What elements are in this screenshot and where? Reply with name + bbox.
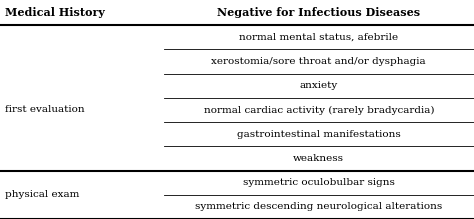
Text: Negative for Infectious Diseases: Negative for Infectious Diseases (217, 7, 420, 18)
Text: symmetric descending neurological alterations: symmetric descending neurological altera… (195, 202, 442, 211)
Text: weakness: weakness (293, 154, 344, 163)
Text: gastrointestinal manifestations: gastrointestinal manifestations (237, 130, 401, 139)
Text: Medical History: Medical History (5, 7, 105, 18)
Text: first evaluation: first evaluation (5, 106, 84, 115)
Text: xerostomia/sore throat and/or dysphagia: xerostomia/sore throat and/or dysphagia (211, 57, 426, 66)
Text: anxiety: anxiety (300, 81, 338, 90)
Text: physical exam: physical exam (5, 190, 79, 199)
Text: normal cardiac activity (rarely bradycardia): normal cardiac activity (rarely bradycar… (203, 105, 434, 115)
Text: symmetric oculobulbar signs: symmetric oculobulbar signs (243, 178, 395, 187)
Text: normal mental status, afebrile: normal mental status, afebrile (239, 33, 398, 42)
